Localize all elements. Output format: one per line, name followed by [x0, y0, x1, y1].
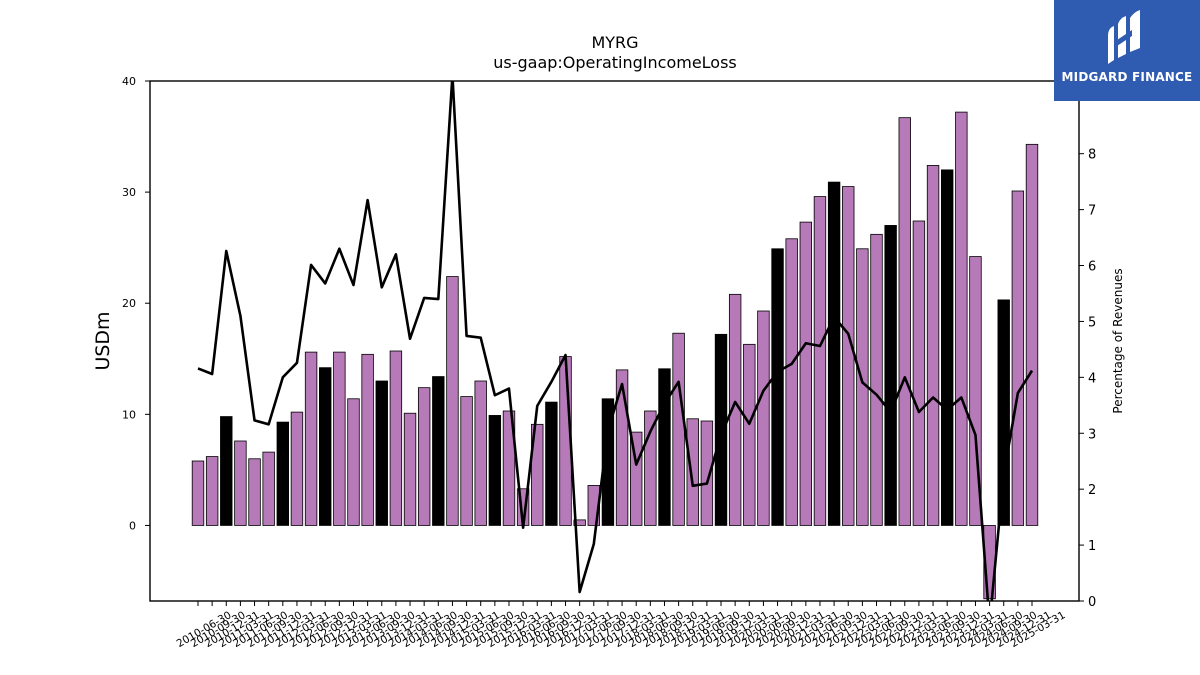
bar-2012-03-31 [290, 411, 304, 526]
y2-tick-label: 7 [1088, 204, 1096, 219]
chart-title: MYRG [591, 33, 638, 52]
percentage-line [197, 81, 1034, 601]
bar-2023-06-30 [926, 165, 940, 526]
bar-2018-12-31 [672, 332, 685, 526]
bar-2019-03-31 [686, 418, 699, 526]
bar-2024-03-31 [969, 256, 982, 526]
bar-2014-09-30 [432, 376, 445, 526]
y-tick-label: 20 [122, 297, 136, 310]
y-tick-label: 10 [122, 408, 136, 421]
chart-subtitle: us-gaap:OperatingIncomeLoss [493, 53, 737, 72]
bar-2013-12-31 [389, 350, 403, 526]
bar-2017-03-31 [573, 519, 586, 526]
bar-2017-12-31 [615, 369, 629, 526]
bar-2011-12-31 [276, 421, 290, 526]
bar-2023-12-31 [955, 111, 968, 526]
y2-tick-label: 6 [1088, 260, 1096, 275]
bar-2021-06-30 [813, 196, 827, 526]
bar-2017-09-30 [601, 398, 615, 526]
bar-2013-06-30 [361, 353, 374, 526]
brand-logo: MIDGARD FINANCE [1054, 0, 1200, 101]
bar-2019-09-30 [714, 333, 728, 526]
bar-2015-03-31 [460, 396, 473, 526]
bar-2010-09-30 [205, 456, 219, 526]
bar-2019-06-30 [700, 420, 714, 526]
y2-tick-label: 2 [1088, 483, 1096, 498]
bar-2025-03-31 [1025, 143, 1039, 526]
bar-2016-06-30 [531, 423, 544, 526]
y-tick-label: 30 [122, 186, 136, 199]
bar-series [191, 111, 1039, 600]
bar-2018-09-30 [658, 368, 671, 526]
bar-2013-09-30 [375, 380, 388, 526]
bar-2015-12-31 [502, 410, 516, 526]
x-axis: 2010-06-302010-09-302010-12-312011-03-31… [175, 601, 1068, 650]
bar-2022-09-30 [884, 225, 897, 526]
y-axis-label: USDm [92, 311, 114, 370]
bar-2010-12-31 [220, 416, 233, 526]
bar-2021-09-30 [827, 181, 841, 526]
bar-2012-06-30 [304, 351, 318, 526]
midgard-logo-icon [1108, 10, 1140, 64]
bar-2020-09-30 [771, 248, 784, 526]
bar-2015-09-30 [488, 415, 502, 526]
bar-2022-12-31 [898, 117, 911, 526]
bar-2010-06-30 [191, 460, 205, 526]
bar-2012-09-30 [319, 367, 332, 526]
right-y-axis: 0 1 2 3 4 5 6 7 8 [1079, 148, 1096, 610]
bar-2023-09-30 [940, 169, 954, 526]
bar-2015-06-30 [474, 380, 487, 526]
bar-2014-12-31 [446, 276, 459, 526]
bar-2013-03-31 [347, 398, 360, 526]
bar-2022-06-30 [870, 233, 883, 526]
bar-2021-12-31 [842, 186, 855, 526]
y2-tick-label: 8 [1088, 148, 1096, 163]
bar-2012-12-31 [333, 351, 346, 526]
bar-2020-03-31 [743, 343, 756, 526]
bar-2020-06-30 [757, 310, 770, 526]
y2-tick-label: 1 [1088, 539, 1096, 554]
y2-tick-label: 5 [1088, 315, 1096, 330]
left-y-axis: 0 10 20 30 40 [122, 75, 150, 532]
bar-2024-09-30 [997, 299, 1010, 526]
bar-2018-03-31 [630, 431, 643, 526]
bar-2024-12-31 [1011, 190, 1025, 526]
y2-axis-label: Percentage of Revenues [1111, 268, 1125, 413]
y2-tick-label: 0 [1088, 595, 1096, 610]
y-tick-label: 40 [122, 75, 136, 88]
plot-border [149, 80, 1080, 602]
bar-2011-09-30 [262, 451, 275, 526]
bar-2018-06-30 [644, 410, 657, 526]
bar-2020-12-31 [785, 238, 798, 526]
bar-2021-03-31 [799, 221, 813, 526]
line-series [197, 81, 1034, 601]
brand-name: MIDGARD FINANCE [1061, 70, 1193, 84]
y2-tick-label: 4 [1088, 371, 1096, 386]
y2-tick-label: 3 [1088, 427, 1096, 442]
plot-frame [149, 80, 1080, 602]
bar-2011-06-30 [248, 458, 261, 526]
bar-2023-03-31 [912, 220, 926, 526]
bar-2011-03-31 [234, 440, 247, 526]
y-tick-label: 0 [129, 519, 136, 532]
bar-2016-09-30 [545, 401, 558, 526]
bar-2014-06-30 [417, 387, 431, 526]
bar-2014-03-31 [403, 412, 417, 526]
